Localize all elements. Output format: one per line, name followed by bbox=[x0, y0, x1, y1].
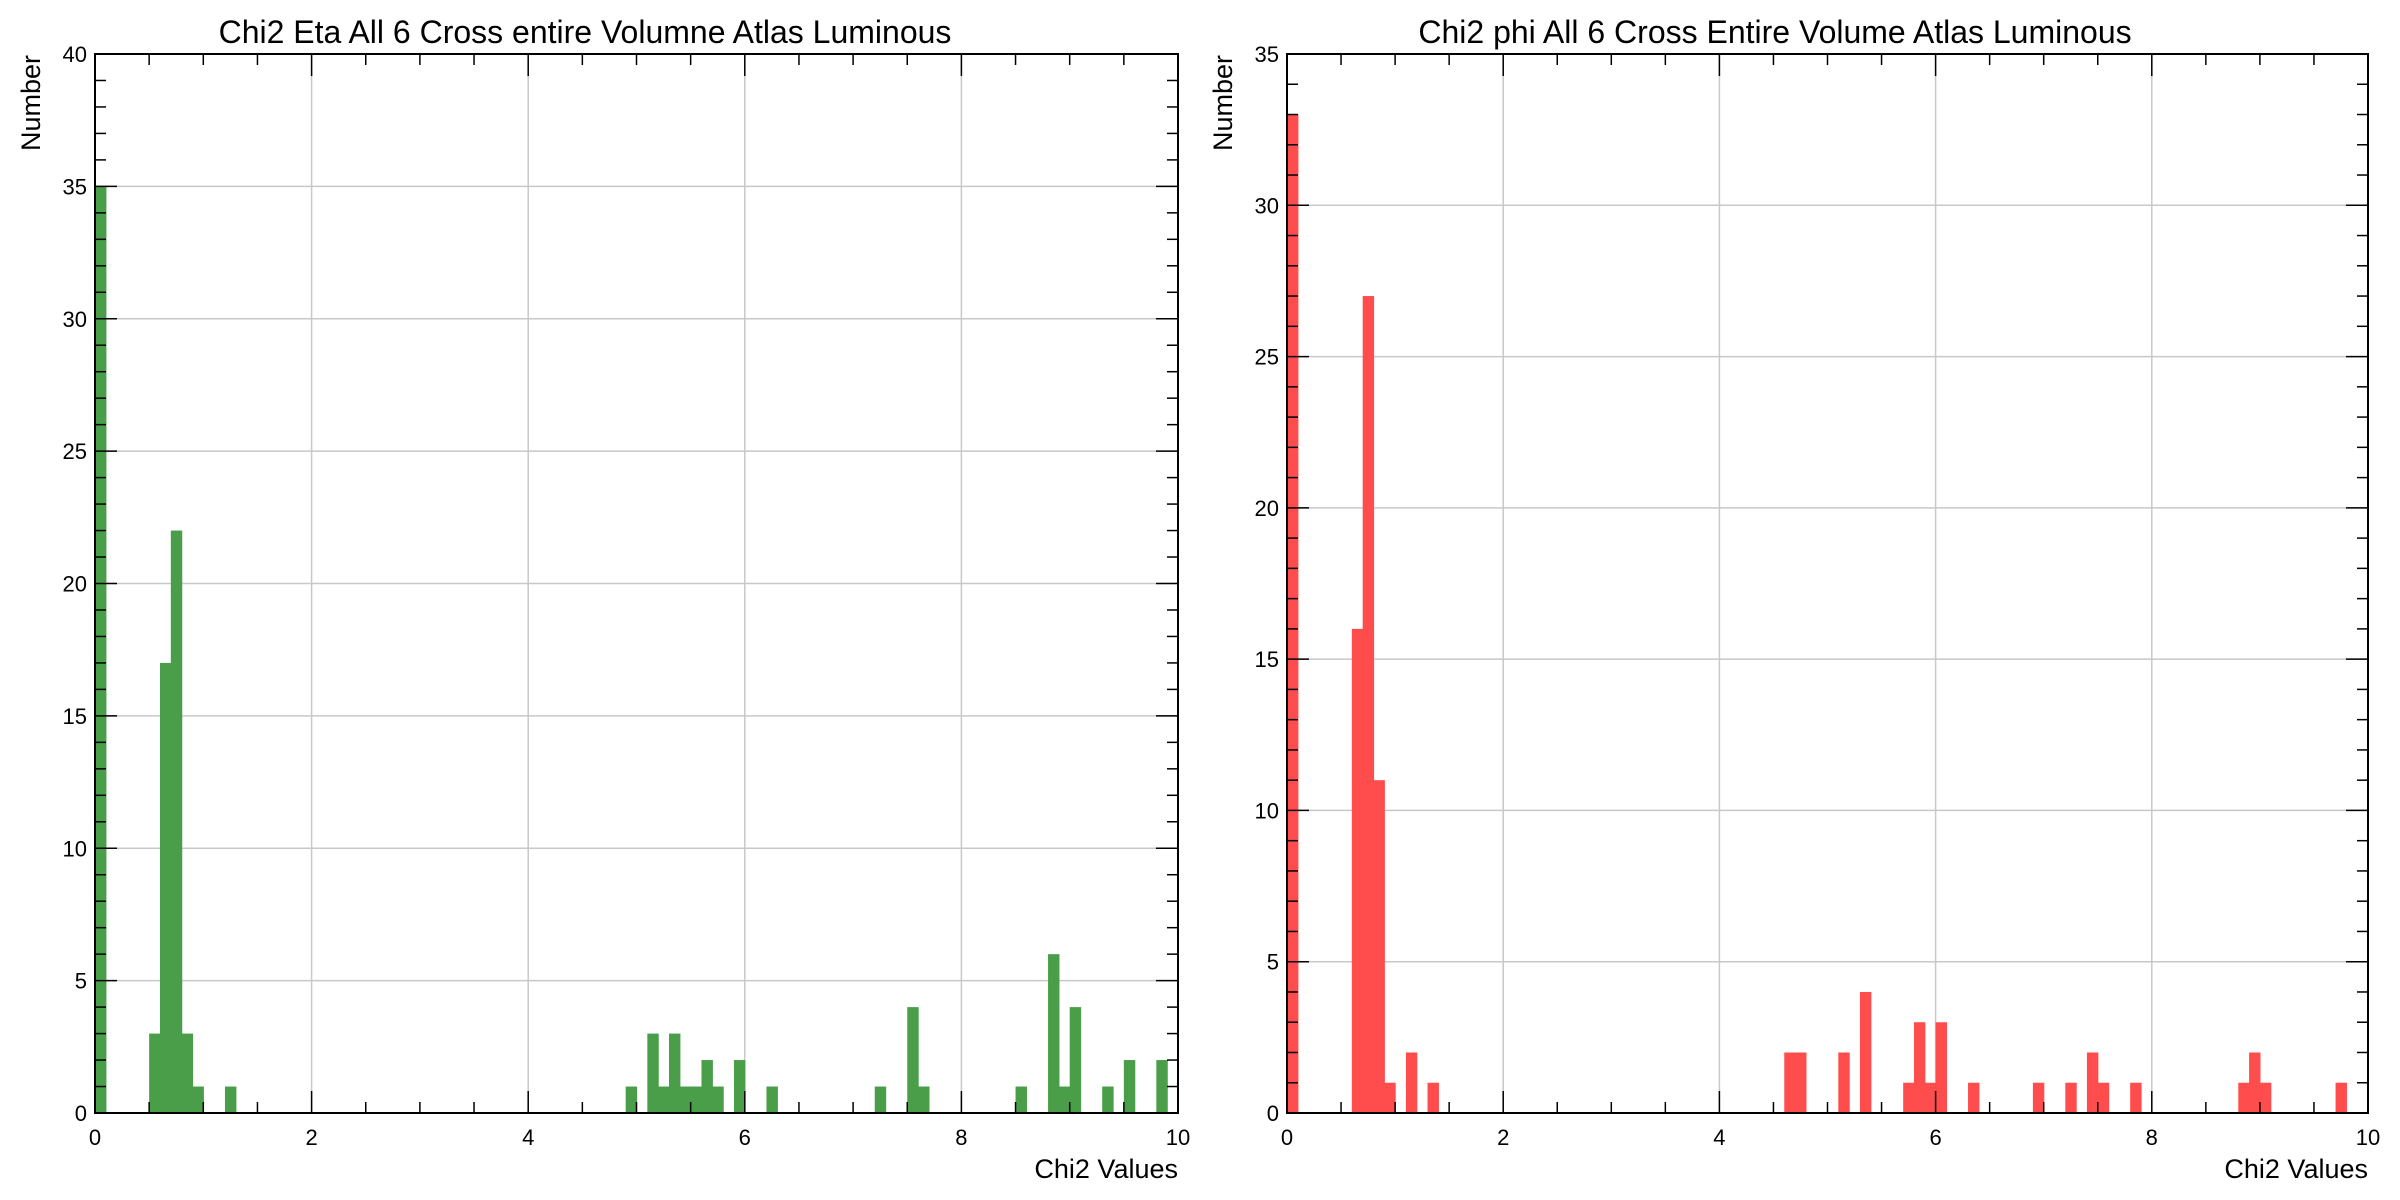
histogram-bar-phi bbox=[1968, 1082, 1980, 1113]
histogram-bar-eta bbox=[1123, 1060, 1136, 1113]
histogram-bar-phi bbox=[2065, 1082, 2077, 1113]
y-tick-label-eta: 30 bbox=[63, 307, 87, 332]
y-tick-label-phi: 30 bbox=[1255, 193, 1279, 218]
x-tick-label-phi: 6 bbox=[1929, 1125, 1941, 1150]
histogram-bar-eta bbox=[874, 1086, 887, 1113]
histogram-bar-eta bbox=[733, 1060, 746, 1113]
histogram-bar-eta bbox=[658, 1086, 670, 1113]
ticks-phi bbox=[1286, 53, 2369, 1114]
histogram-bar-eta bbox=[1015, 1086, 1027, 1113]
histogram-bar-phi bbox=[1384, 1082, 1396, 1113]
y-tick-label-phi: 20 bbox=[1255, 496, 1279, 521]
chi2-phi-panel: Chi2 phi All 6 Cross Entire Volume Atlas… bbox=[1208, 14, 2380, 1184]
histogram-bar-eta bbox=[1048, 954, 1060, 1113]
x-tick-label-phi: 2 bbox=[1497, 1125, 1509, 1150]
y-axis-label-eta: Number bbox=[16, 55, 46, 151]
histogram-bar-phi bbox=[2032, 1082, 2045, 1113]
histogram-bar-phi bbox=[2249, 1052, 2261, 1113]
tick-labels-phi: 0 2 4 6 8 10 0 5 10 15 20 25 30 35 bbox=[1255, 42, 2381, 1150]
histogram-bar-eta bbox=[668, 1033, 681, 1113]
histogram-bar-eta bbox=[625, 1086, 638, 1113]
bars-eta bbox=[95, 186, 1168, 1113]
histogram-bar-phi bbox=[2259, 1082, 2272, 1113]
histogram-bar-phi bbox=[1362, 296, 1375, 1113]
chi2-eta-panel: Chi2 Eta All 6 Cross entire Volumne Atla… bbox=[16, 14, 1190, 1184]
y-tick-label-phi: 10 bbox=[1255, 798, 1279, 823]
grid-eta bbox=[95, 54, 1178, 1113]
x-axis-label-eta: Chi2 Values bbox=[1034, 1154, 1178, 1184]
y-tick-label-eta: 20 bbox=[63, 572, 87, 597]
histogram-bar-eta bbox=[170, 530, 183, 1113]
histogram-bar-phi bbox=[1838, 1052, 1850, 1113]
histogram-bar-phi bbox=[1784, 1052, 1796, 1113]
histogram-bar-eta bbox=[712, 1086, 724, 1113]
x-tick-label-eta: 6 bbox=[739, 1125, 751, 1150]
y-tick-label-eta: 40 bbox=[63, 42, 87, 67]
y-tick-label-phi: 25 bbox=[1255, 345, 1279, 370]
histogram-bar-phi bbox=[1903, 1082, 1915, 1113]
histogram-bar-eta bbox=[1102, 1086, 1114, 1113]
histogram-bar-eta bbox=[1058, 1086, 1071, 1113]
bars-phi bbox=[1287, 114, 2347, 1113]
histogram-bar-phi bbox=[2086, 1052, 2099, 1113]
x-tick-label-phi: 8 bbox=[2146, 1125, 2158, 1150]
histogram-bar-eta bbox=[766, 1086, 778, 1113]
histogram-bar-phi bbox=[2097, 1082, 2110, 1113]
histogram-bar-phi bbox=[1924, 1082, 1937, 1113]
y-tick-label-eta: 5 bbox=[75, 969, 87, 994]
histogram-bar-eta bbox=[149, 1033, 161, 1113]
y-tick-label-phi: 15 bbox=[1255, 647, 1279, 672]
histogram-bar-phi bbox=[2335, 1082, 2347, 1113]
y-tick-label-eta: 25 bbox=[63, 439, 87, 464]
y-tick-label-phi: 5 bbox=[1267, 950, 1279, 975]
chart-title-phi: Chi2 phi All 6 Cross Entire Volume Atlas… bbox=[1418, 14, 2131, 50]
histogram-bar-phi bbox=[1287, 114, 1299, 1113]
chart-title-eta: Chi2 Eta All 6 Cross entire Volumne Atla… bbox=[219, 14, 952, 50]
y-tick-label-eta: 35 bbox=[63, 174, 87, 199]
x-tick-label-phi: 0 bbox=[1281, 1125, 1293, 1150]
histogram-bar-eta bbox=[1156, 1060, 1168, 1113]
histogram-bar-eta bbox=[192, 1086, 204, 1113]
histogram-bar-eta bbox=[95, 186, 107, 1113]
y-tick-label-phi: 0 bbox=[1267, 1101, 1279, 1126]
y-tick-label-eta: 15 bbox=[63, 704, 87, 729]
x-tick-label-phi: 10 bbox=[2356, 1125, 2380, 1150]
plot-frame-eta bbox=[94, 53, 1179, 1114]
histogram-bar-phi bbox=[1795, 1052, 1807, 1113]
histogram-bar-phi bbox=[2130, 1082, 2142, 1113]
x-tick-label-eta: 0 bbox=[89, 1125, 101, 1150]
x-tick-label-eta: 10 bbox=[1166, 1125, 1190, 1150]
y-axis-label-phi: Number bbox=[1208, 55, 1238, 151]
histogram-bar-eta bbox=[647, 1033, 659, 1113]
histogram-bar-eta bbox=[679, 1086, 692, 1113]
grid-phi bbox=[1287, 54, 2368, 1113]
tick-labels-eta: 0 2 4 6 8 10 0 5 10 15 20 25 30 35 40 bbox=[63, 42, 1191, 1150]
histogram-bar-eta bbox=[907, 1007, 919, 1113]
histogram-bar-phi bbox=[1405, 1052, 1418, 1113]
x-axis-label-phi: Chi2 Values bbox=[2224, 1154, 2368, 1184]
histogram-bar-phi bbox=[1427, 1082, 1439, 1113]
y-tick-label-phi: 35 bbox=[1255, 42, 1279, 67]
y-tick-label-eta: 0 bbox=[75, 1101, 87, 1126]
plot-frame-phi bbox=[1286, 53, 2369, 1114]
x-tick-label-eta: 2 bbox=[305, 1125, 317, 1150]
histogram-bar-eta bbox=[918, 1086, 930, 1113]
histogram-bar-phi bbox=[1935, 1022, 1948, 1113]
histogram-bar-phi bbox=[1913, 1022, 1926, 1113]
histogram-bar-eta bbox=[690, 1086, 703, 1113]
histogram-bar-phi bbox=[1859, 991, 1872, 1113]
x-tick-label-phi: 4 bbox=[1713, 1125, 1725, 1150]
x-tick-label-eta: 4 bbox=[522, 1125, 534, 1150]
histogram-bar-phi bbox=[1351, 628, 1364, 1113]
x-tick-label-eta: 8 bbox=[955, 1125, 967, 1150]
histogram-bar-phi bbox=[1373, 780, 1385, 1113]
y-tick-label-eta: 10 bbox=[63, 836, 87, 861]
histogram-bar-eta bbox=[159, 662, 172, 1113]
histogram-bar-eta bbox=[224, 1086, 237, 1113]
histogram-bar-eta bbox=[701, 1060, 713, 1113]
histogram-bar-phi bbox=[2238, 1082, 2250, 1113]
histogram-bar-eta bbox=[181, 1033, 194, 1113]
histogram-bar-eta bbox=[1069, 1007, 1082, 1113]
